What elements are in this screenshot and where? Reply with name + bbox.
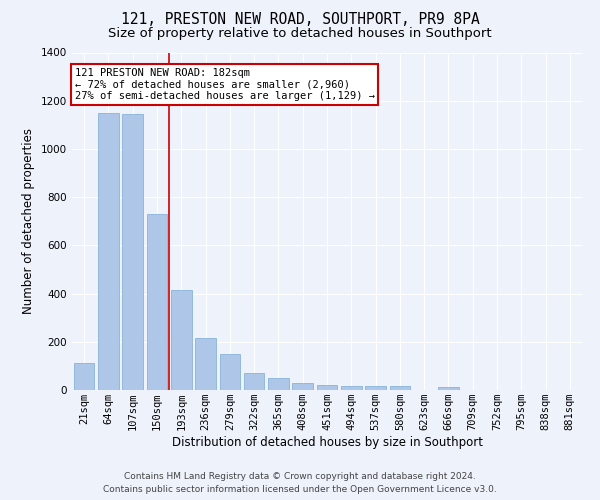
Bar: [389, 386, 410, 390]
Bar: [341, 386, 362, 390]
Bar: [195, 338, 216, 390]
Bar: [122, 114, 143, 390]
Text: 121 PRESTON NEW ROAD: 182sqm
← 72% of detached houses are smaller (2,960)
27% of: 121 PRESTON NEW ROAD: 182sqm ← 72% of de…: [74, 68, 374, 101]
Bar: [171, 290, 191, 390]
Bar: [244, 373, 265, 390]
Bar: [292, 383, 313, 390]
Bar: [317, 384, 337, 390]
Bar: [146, 214, 167, 390]
Bar: [74, 364, 94, 390]
Text: Contains HM Land Registry data © Crown copyright and database right 2024.
Contai: Contains HM Land Registry data © Crown c…: [103, 472, 497, 494]
Bar: [268, 378, 289, 390]
X-axis label: Distribution of detached houses by size in Southport: Distribution of detached houses by size …: [172, 436, 482, 449]
Bar: [220, 354, 240, 390]
Bar: [365, 386, 386, 390]
Bar: [438, 387, 459, 390]
Y-axis label: Number of detached properties: Number of detached properties: [22, 128, 35, 314]
Text: 121, PRESTON NEW ROAD, SOUTHPORT, PR9 8PA: 121, PRESTON NEW ROAD, SOUTHPORT, PR9 8P…: [121, 12, 479, 26]
Text: Size of property relative to detached houses in Southport: Size of property relative to detached ho…: [108, 27, 492, 40]
Bar: [98, 113, 119, 390]
